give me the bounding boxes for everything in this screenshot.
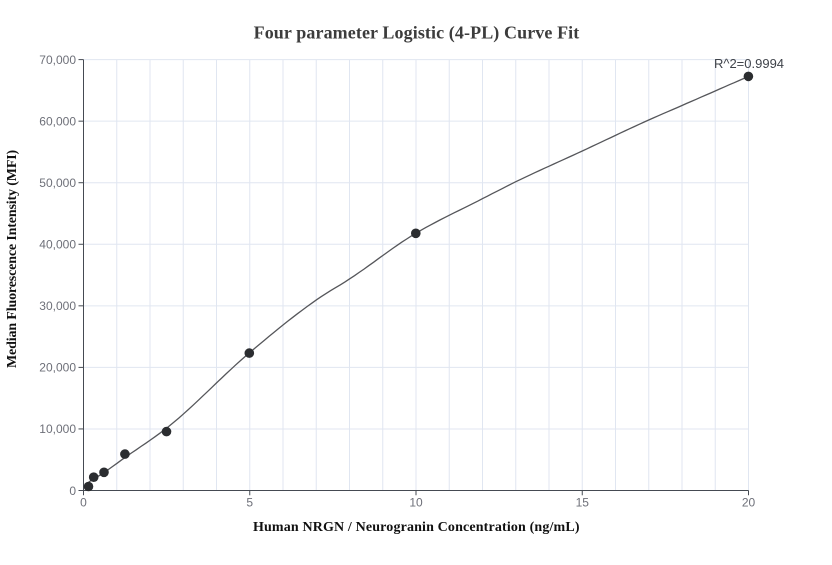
svg-text:Four parameter Logistic (4-PL): Four parameter Logistic (4-PL) Curve Fit	[254, 23, 580, 44]
svg-text:0: 0	[80, 496, 87, 510]
svg-text:Human NRGN / Neurogranin Conce: Human NRGN / Neurogranin Concentration (…	[253, 520, 580, 535]
svg-text:15: 15	[576, 496, 590, 510]
svg-text:70,000: 70,000	[39, 53, 76, 67]
svg-text:50,000: 50,000	[39, 176, 76, 190]
svg-text:20,000: 20,000	[39, 361, 76, 375]
svg-text:20: 20	[742, 496, 756, 510]
svg-text:60,000: 60,000	[39, 115, 76, 129]
svg-text:40,000: 40,000	[39, 238, 76, 252]
svg-text:Median Fluorescence Intensity: Median Fluorescence Intensity (MFI)	[5, 149, 20, 368]
svg-text:10: 10	[409, 496, 423, 510]
svg-text:R^2=0.9994: R^2=0.9994	[714, 56, 784, 71]
svg-text:5: 5	[246, 496, 253, 510]
svg-text:0: 0	[69, 484, 76, 498]
svg-text:10,000: 10,000	[39, 422, 76, 436]
svg-text:30,000: 30,000	[39, 299, 76, 313]
